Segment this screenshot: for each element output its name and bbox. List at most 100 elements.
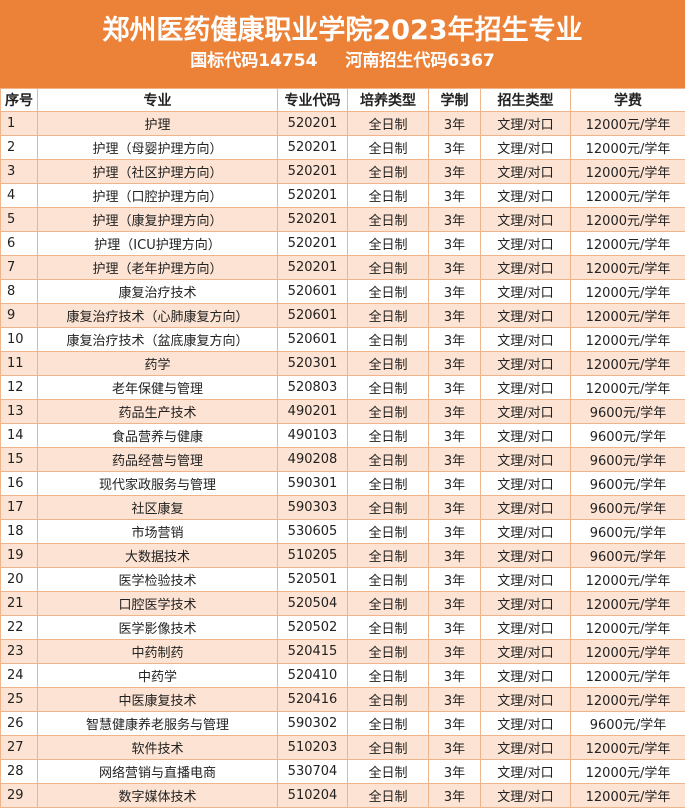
cell-seq: 7 [1, 256, 38, 280]
cell-enroll-type: 文理/对口 [481, 400, 571, 424]
cell-tuition: 12000元/学年 [571, 616, 685, 640]
cell-major: 社区康复 [38, 496, 278, 520]
cell-tuition: 12000元/学年 [571, 232, 685, 256]
cell-training-type: 全日制 [348, 280, 429, 304]
cell-seq: 26 [1, 712, 38, 736]
cell-seq: 14 [1, 424, 38, 448]
cell-training-type: 全日制 [348, 112, 429, 136]
cell-duration: 3年 [429, 208, 481, 232]
cell-training-type: 全日制 [348, 640, 429, 664]
cell-major: 护理 [38, 112, 278, 136]
cell-major: 护理（母婴护理方向） [38, 136, 278, 160]
cell-seq: 25 [1, 688, 38, 712]
cell-training-type: 全日制 [348, 160, 429, 184]
cell-duration: 3年 [429, 784, 481, 808]
header-duration: 学制 [429, 89, 481, 112]
cell-tuition: 12000元/学年 [571, 376, 685, 400]
cell-training-type: 全日制 [348, 304, 429, 328]
cell-duration: 3年 [429, 664, 481, 688]
cell-tuition: 12000元/学年 [571, 736, 685, 760]
cell-major: 软件技术 [38, 736, 278, 760]
cell-major: 康复治疗技术 [38, 280, 278, 304]
cell-tuition: 12000元/学年 [571, 280, 685, 304]
cell-duration: 3年 [429, 736, 481, 760]
cell-major: 中药制药 [38, 640, 278, 664]
cell-major: 口腔医学技术 [38, 592, 278, 616]
cell-training-type: 全日制 [348, 328, 429, 352]
cell-major: 中药学 [38, 664, 278, 688]
cell-code: 490201 [278, 400, 348, 424]
cell-duration: 3年 [429, 472, 481, 496]
cell-enroll-type: 文理/对口 [481, 736, 571, 760]
cell-duration: 3年 [429, 616, 481, 640]
cell-tuition: 9600元/学年 [571, 544, 685, 568]
cell-training-type: 全日制 [348, 664, 429, 688]
cell-tuition: 12000元/学年 [571, 304, 685, 328]
cell-major: 护理（口腔护理方向） [38, 184, 278, 208]
cell-major: 医学影像技术 [38, 616, 278, 640]
cell-tuition: 9600元/学年 [571, 448, 685, 472]
cell-code: 490103 [278, 424, 348, 448]
cell-training-type: 全日制 [348, 736, 429, 760]
cell-major: 老年保健与管理 [38, 376, 278, 400]
cell-enroll-type: 文理/对口 [481, 688, 571, 712]
page-title: 郑州医药健康职业学院2023年招生专业 [0, 14, 685, 48]
cell-code: 520803 [278, 376, 348, 400]
cell-enroll-type: 文理/对口 [481, 640, 571, 664]
cell-tuition: 12000元/学年 [571, 256, 685, 280]
header-seq: 序号 [1, 89, 38, 112]
cell-seq: 8 [1, 280, 38, 304]
cell-enroll-type: 文理/对口 [481, 784, 571, 808]
cell-training-type: 全日制 [348, 184, 429, 208]
cell-tuition: 12000元/学年 [571, 640, 685, 664]
cell-training-type: 全日制 [348, 400, 429, 424]
cell-training-type: 全日制 [348, 784, 429, 808]
cell-seq: 27 [1, 736, 38, 760]
cell-tuition: 9600元/学年 [571, 520, 685, 544]
cell-code: 490208 [278, 448, 348, 472]
cell-seq: 28 [1, 760, 38, 784]
cell-code: 510204 [278, 784, 348, 808]
cell-enroll-type: 文理/对口 [481, 712, 571, 736]
cell-training-type: 全日制 [348, 136, 429, 160]
header-major: 专业 [38, 89, 278, 112]
cell-major: 食品营养与健康 [38, 424, 278, 448]
cell-enroll-type: 文理/对口 [481, 496, 571, 520]
cell-code: 520201 [278, 232, 348, 256]
cell-training-type: 全日制 [348, 376, 429, 400]
cell-major: 药学 [38, 352, 278, 376]
cell-tuition: 12000元/学年 [571, 568, 685, 592]
cell-enroll-type: 文理/对口 [481, 280, 571, 304]
cell-major: 护理（老年护理方向） [38, 256, 278, 280]
cell-tuition: 12000元/学年 [571, 160, 685, 184]
cell-code: 520201 [278, 160, 348, 184]
cell-duration: 3年 [429, 520, 481, 544]
cell-enroll-type: 文理/对口 [481, 664, 571, 688]
cell-enroll-type: 文理/对口 [481, 520, 571, 544]
national-code: 国标代码14754 [190, 51, 317, 71]
cell-code: 520601 [278, 328, 348, 352]
cell-duration: 3年 [429, 256, 481, 280]
cell-seq: 9 [1, 304, 38, 328]
cell-enroll-type: 文理/对口 [481, 592, 571, 616]
table-header-row: 序号专业专业代码培养类型学制招生类型学费 [1, 89, 685, 112]
cell-training-type: 全日制 [348, 256, 429, 280]
cell-major: 护理（康复护理方向） [38, 208, 278, 232]
cell-tuition: 9600元/学年 [571, 400, 685, 424]
cell-major: 康复治疗技术（心肺康复方向） [38, 304, 278, 328]
cell-seq: 1 [1, 112, 38, 136]
